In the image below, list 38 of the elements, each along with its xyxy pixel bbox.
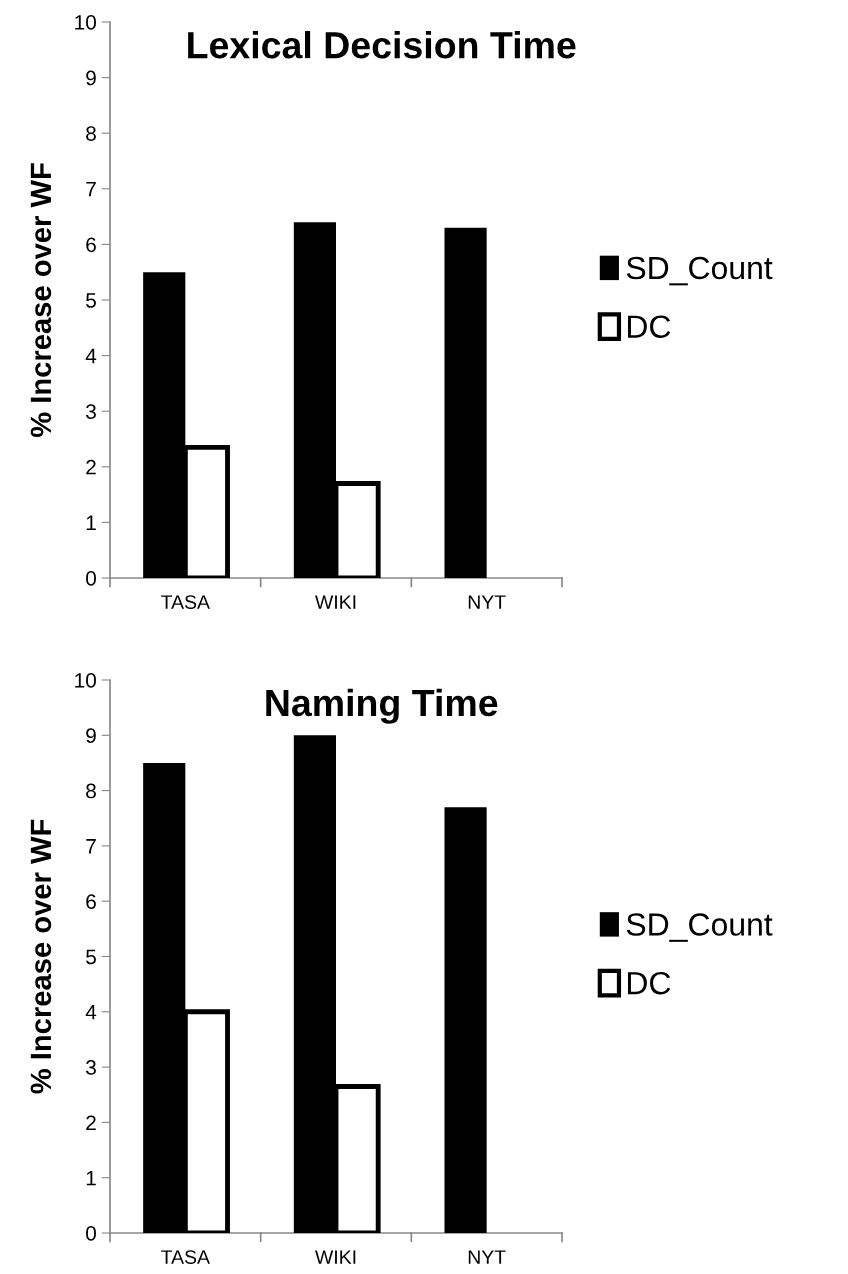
y-tick-label: 8: [86, 126, 96, 141]
y-tick-label: 7: [86, 182, 96, 197]
legend-label: SD_Count: [626, 913, 773, 942]
legend-label: DC: [627, 971, 671, 995]
y-tick-label: 1: [86, 1170, 96, 1186]
bar: [444, 807, 487, 1233]
y-tick-label: 5: [86, 949, 96, 965]
y-tick-label: 5: [86, 293, 96, 308]
x-tick-label: WIKI: [315, 595, 356, 609]
x-tick-label: WIKI: [315, 1250, 356, 1264]
x-tick-label: TASA: [161, 1250, 210, 1264]
y-tick-label: 0: [86, 1226, 96, 1241]
x-tick-label: NYT: [468, 1250, 506, 1264]
x-tick-label: NYT: [468, 595, 506, 609]
bar: [444, 227, 487, 578]
y-tick-label: 6: [86, 237, 96, 253]
legend-label: SD_Count: [626, 256, 773, 286]
y-tick-label: 7: [86, 839, 96, 854]
y-tick-label: 9: [86, 728, 96, 744]
y-tick-label: 6: [86, 894, 96, 909]
y-tick-label: 3: [86, 404, 96, 419]
y-tick-label: 3: [86, 1060, 96, 1075]
y-axis-title: % Increase over WF: [30, 819, 52, 1094]
y-tick-label: 2: [86, 459, 96, 475]
y-tick-label: 8: [86, 783, 96, 799]
y-tick-label: 2: [86, 1115, 96, 1130]
y-tick-label: 4: [85, 1005, 97, 1020]
chart-title: Naming Time: [266, 688, 498, 724]
legend-label: DC: [627, 315, 671, 339]
y-axis-title: % Increase over WF: [30, 163, 52, 438]
y-tick-label: 10: [75, 673, 96, 688]
y-tick-label: 4: [85, 348, 97, 364]
y-tick-label: 10: [75, 15, 96, 30]
y-tick-label: 0: [86, 571, 96, 586]
chart-title: Lexical Decision Time: [188, 30, 576, 59]
x-tick-label: TASA: [161, 595, 210, 609]
y-tick-label: 1: [86, 515, 96, 530]
y-tick-label: 9: [86, 70, 96, 86]
